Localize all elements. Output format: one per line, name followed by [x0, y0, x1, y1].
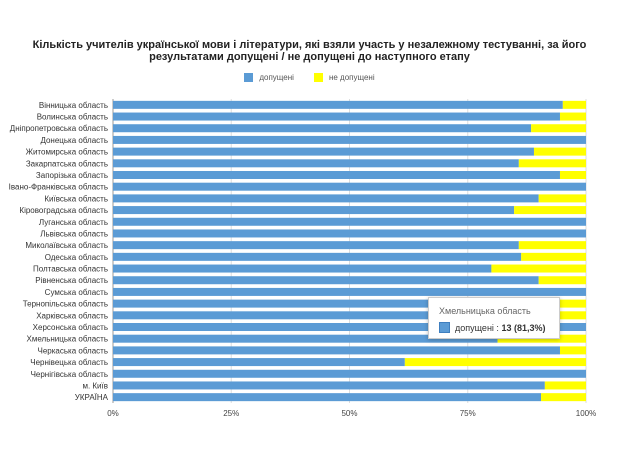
bar-segment[interactable]	[541, 393, 586, 402]
bar-segment[interactable]	[113, 229, 586, 238]
x-tick-label: 50%	[341, 409, 357, 418]
tooltip-series: допущені	[455, 322, 494, 333]
bar-segment[interactable]	[491, 264, 586, 273]
bar-segment[interactable]	[521, 252, 586, 261]
bar-segment[interactable]	[113, 182, 586, 191]
bar-segment[interactable]	[531, 124, 586, 133]
category-label: Чернівецька область	[30, 358, 108, 367]
category-label: Одеська область	[45, 253, 108, 262]
tooltip: Хмельницька область допущені : 13 (81,3%…	[428, 297, 560, 339]
bar-segment[interactable]	[113, 358, 405, 367]
bar-segment[interactable]	[113, 194, 539, 203]
bar-segment[interactable]	[113, 206, 515, 215]
category-label: Львівська область	[40, 229, 108, 238]
legend-item-admitted[interactable]: допущені	[244, 73, 294, 82]
bar-segment[interactable]	[113, 276, 539, 285]
bar-segment[interactable]	[113, 299, 560, 308]
category-label: Миколаївська область	[25, 241, 108, 250]
bar-segment[interactable]	[538, 276, 586, 285]
legend-label: допущені	[259, 73, 294, 82]
legend: допущені не допущені	[0, 73, 619, 82]
bar-segment[interactable]	[559, 346, 586, 355]
tooltip-title: Хмельницька область	[439, 306, 531, 316]
bar-segment[interactable]	[113, 311, 560, 320]
bar-segment[interactable]	[533, 147, 586, 156]
bar-segment[interactable]	[518, 241, 586, 250]
bar-segment[interactable]	[113, 369, 586, 378]
category-label: Донецька область	[40, 136, 108, 145]
bar-segment[interactable]	[559, 299, 586, 308]
category-label: Харківська область	[36, 311, 108, 320]
bar-segment[interactable]	[559, 112, 586, 121]
category-label: м. Київ	[82, 381, 108, 390]
bar-segment[interactable]	[518, 159, 586, 168]
bar-segment[interactable]	[544, 381, 586, 390]
legend-swatch	[244, 73, 254, 82]
legend-item-not-admitted[interactable]: не допущені	[313, 73, 375, 82]
category-label: Полтавська область	[33, 265, 108, 274]
bar-segment[interactable]	[113, 323, 586, 331]
bar-segment[interactable]	[404, 358, 586, 367]
x-tick-label: 100%	[576, 409, 596, 418]
bar-segment[interactable]	[559, 311, 586, 320]
category-label: Дніпропетровська область	[10, 124, 108, 133]
category-label: Сумська область	[45, 288, 108, 297]
bar-segment[interactable]	[113, 346, 560, 355]
bar-segment[interactable]	[113, 100, 563, 109]
x-tick-label: 0%	[107, 409, 119, 418]
bar-segment[interactable]	[113, 334, 498, 343]
category-label: Київська область	[44, 194, 108, 203]
chart-title-line1: Кількість учителів української мови і лі…	[32, 39, 587, 51]
category-label: Вінницька область	[39, 101, 108, 110]
bar-segment[interactable]	[113, 124, 532, 133]
category-label: Закарпатська область	[26, 159, 108, 168]
category-label: Житомирська область	[26, 148, 108, 157]
category-label: Чернігівська область	[31, 370, 108, 379]
bar-segment[interactable]	[113, 135, 586, 144]
bar-segment[interactable]	[113, 112, 560, 121]
category-label: УКРАЇНА	[75, 393, 109, 402]
bar-segment[interactable]	[113, 264, 492, 273]
bar-segment[interactable]	[559, 171, 586, 179]
category-label: Хмельницька область	[27, 335, 108, 344]
bar-segment[interactable]	[113, 171, 560, 179]
x-tick-label: 25%	[223, 409, 239, 418]
bar-segment[interactable]	[113, 381, 545, 390]
bar-segment[interactable]	[538, 194, 586, 203]
category-label: Волинська область	[37, 113, 108, 122]
bar-segment[interactable]	[113, 159, 519, 168]
bar-segment[interactable]	[514, 206, 586, 215]
bar-segment[interactable]	[113, 217, 586, 226]
x-tick-label: 75%	[460, 409, 476, 418]
category-label: Херсонська область	[33, 323, 108, 332]
category-label: Кіровоградська область	[19, 206, 108, 215]
bar-segment[interactable]	[113, 147, 534, 156]
category-label: Тернопільська область	[23, 300, 108, 309]
chart-title-line2: результатами допущені / не допущені до н…	[149, 51, 470, 63]
bar-segment[interactable]	[113, 393, 542, 402]
legend-label: не допущені	[328, 73, 375, 82]
category-label: Запорізька область	[36, 171, 108, 180]
bar-segment[interactable]	[113, 241, 519, 250]
tooltip-swatch	[439, 322, 450, 333]
bar-segment[interactable]	[113, 287, 586, 296]
tooltip-sep: :	[493, 322, 502, 333]
category-label: Луганська область	[39, 218, 108, 227]
tooltip-value: 13 (81,3%)	[501, 322, 546, 333]
category-label: Івано-Франківська область	[9, 183, 108, 192]
category-label: Рівненська область	[35, 276, 108, 285]
legend-swatch	[313, 73, 323, 82]
bar-segment[interactable]	[113, 252, 522, 261]
category-label: Черкаська область	[38, 346, 109, 355]
bar-segment[interactable]	[562, 100, 586, 109]
tooltip-row: допущені : 13 (81,3%)	[439, 322, 545, 333]
